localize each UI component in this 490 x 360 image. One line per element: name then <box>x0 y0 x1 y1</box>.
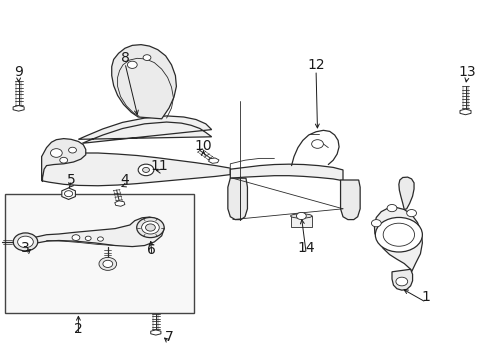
Polygon shape <box>230 164 343 181</box>
Circle shape <box>50 149 62 157</box>
Text: 3: 3 <box>21 242 30 255</box>
Circle shape <box>387 204 397 212</box>
Circle shape <box>312 140 323 148</box>
Polygon shape <box>13 105 24 111</box>
Polygon shape <box>115 201 125 206</box>
Text: 1: 1 <box>422 290 431 304</box>
Circle shape <box>85 236 91 240</box>
Circle shape <box>146 224 155 231</box>
Circle shape <box>60 157 68 163</box>
FancyBboxPatch shape <box>5 194 194 313</box>
Circle shape <box>69 147 76 153</box>
Circle shape <box>396 277 408 286</box>
Polygon shape <box>209 158 219 163</box>
Circle shape <box>143 167 149 172</box>
Polygon shape <box>228 178 247 220</box>
Circle shape <box>296 212 306 220</box>
Text: 8: 8 <box>121 51 129 64</box>
Polygon shape <box>42 153 230 186</box>
Text: 5: 5 <box>67 173 75 187</box>
Text: 14: 14 <box>297 242 315 255</box>
Polygon shape <box>392 269 413 290</box>
Circle shape <box>375 217 422 252</box>
Text: 13: 13 <box>458 65 476 79</box>
Circle shape <box>143 55 151 60</box>
Polygon shape <box>78 116 212 143</box>
Polygon shape <box>341 180 360 220</box>
Polygon shape <box>62 188 75 199</box>
Polygon shape <box>399 177 414 210</box>
Circle shape <box>137 217 164 238</box>
Circle shape <box>18 236 33 248</box>
Circle shape <box>99 257 117 270</box>
Circle shape <box>142 221 159 234</box>
Text: 10: 10 <box>195 139 212 153</box>
Circle shape <box>138 164 154 176</box>
Polygon shape <box>112 45 176 119</box>
Text: 4: 4 <box>121 173 129 187</box>
Circle shape <box>103 260 113 267</box>
Ellipse shape <box>291 214 312 218</box>
Polygon shape <box>460 109 471 115</box>
Text: 2: 2 <box>74 323 83 336</box>
Text: 12: 12 <box>307 58 325 72</box>
Text: 6: 6 <box>147 243 156 257</box>
Polygon shape <box>374 207 422 272</box>
Circle shape <box>98 237 103 241</box>
Polygon shape <box>151 330 161 335</box>
Text: 9: 9 <box>14 65 23 79</box>
Circle shape <box>127 61 137 68</box>
Circle shape <box>407 210 416 217</box>
Circle shape <box>13 233 38 251</box>
Text: 11: 11 <box>150 159 168 172</box>
Circle shape <box>371 220 381 227</box>
Polygon shape <box>27 217 164 247</box>
Circle shape <box>72 235 80 240</box>
Polygon shape <box>42 139 86 181</box>
Text: 7: 7 <box>165 330 173 343</box>
Polygon shape <box>291 216 312 227</box>
